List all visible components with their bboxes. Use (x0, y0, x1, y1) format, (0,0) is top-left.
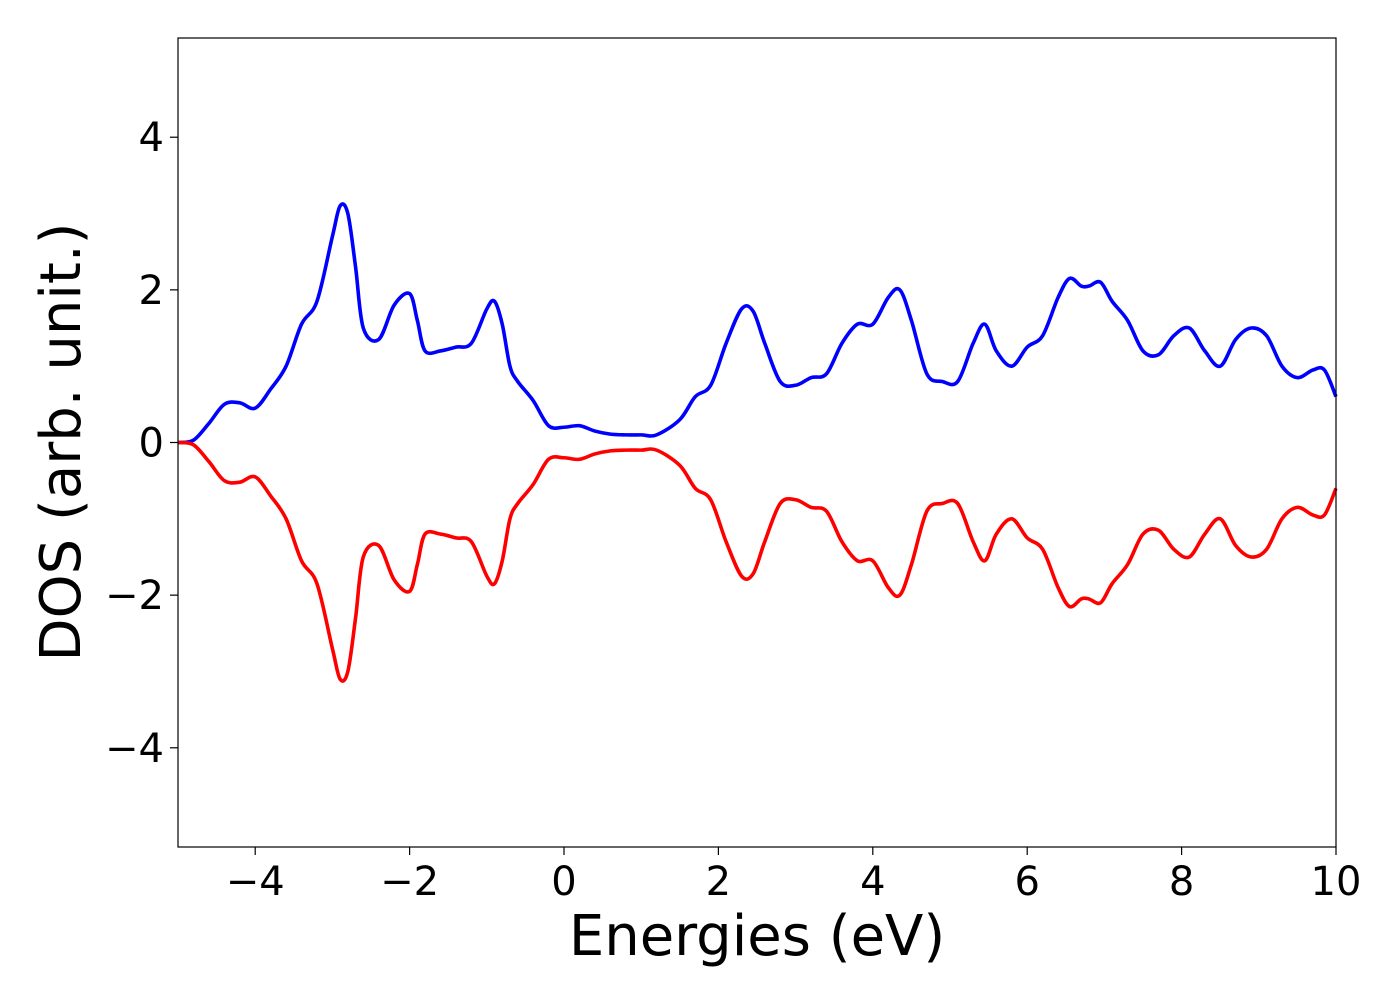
x-tick-label: 4 (860, 859, 885, 905)
x-tick-label: 8 (1169, 859, 1194, 905)
y-tick-label: −2 (105, 573, 164, 619)
x-tick-label: −4 (226, 859, 285, 905)
series-layer (177, 202, 1338, 683)
x-tick-label: 10 (1311, 859, 1362, 905)
y-tick-label: 0 (139, 421, 164, 467)
y-axis: −4 −2 0 2 4 (105, 115, 178, 772)
x-tick-label: 0 (551, 859, 576, 905)
x-tick-label: −2 (380, 859, 439, 905)
x-tick-label: 6 (1014, 859, 1039, 905)
x-tick-label: 2 (706, 859, 731, 905)
y-axis-label: DOS (arb. unit.) (29, 222, 94, 661)
plot-area (177, 37, 1338, 848)
y-tick-label: 2 (139, 268, 164, 314)
y-tick-label: 4 (139, 115, 164, 161)
series-line-1 (177, 202, 1338, 445)
series-line-2 (177, 440, 1338, 683)
x-axis-label: Energies (eV) (569, 904, 945, 969)
y-tick-label: −4 (105, 726, 164, 772)
plot-frame (177, 37, 1337, 848)
x-axis: −4 −2 0 2 4 6 8 10 (226, 847, 1362, 905)
